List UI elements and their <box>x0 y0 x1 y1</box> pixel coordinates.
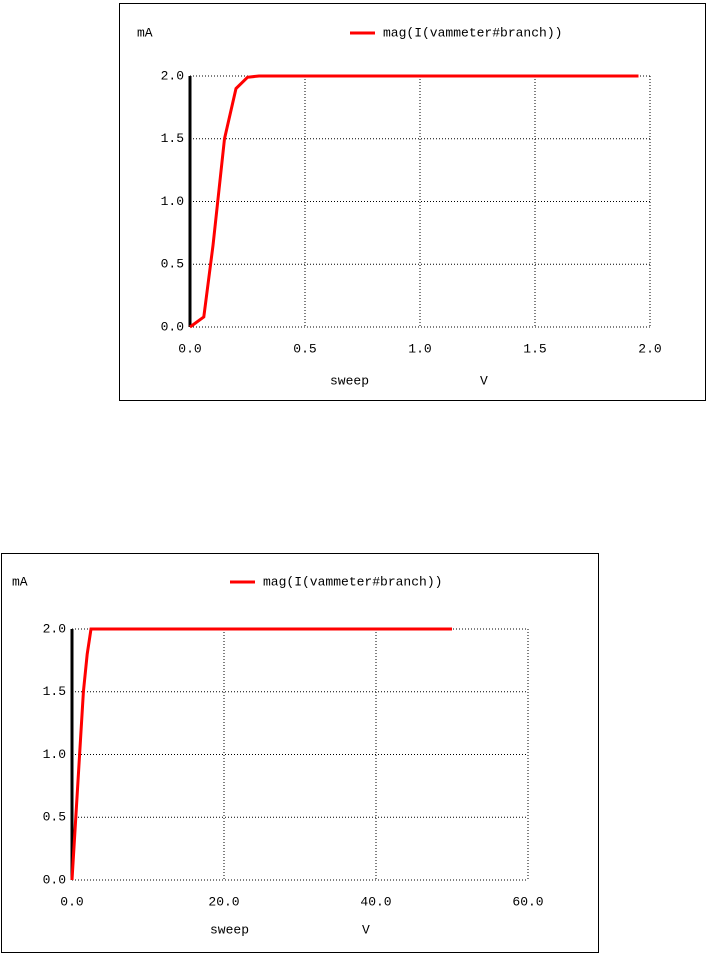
y-tick-label: 0.5 <box>43 810 66 825</box>
x-tick-label: 0.5 <box>293 341 316 356</box>
x-tick-label: 1.5 <box>523 341 546 356</box>
chart-frame <box>1 553 599 953</box>
y-tick-label: 1.0 <box>43 747 66 762</box>
y-tick-label: 1.0 <box>161 194 184 209</box>
x-axis-unit: V <box>362 922 370 937</box>
x-tick-label: 0.0 <box>60 894 83 909</box>
y-tick-label: 1.5 <box>43 684 66 699</box>
y-tick-label: 2.0 <box>43 621 66 636</box>
x-tick-label: 60.0 <box>512 894 543 909</box>
chart-frame <box>119 3 706 401</box>
legend-label: mag(I(vammeter#branch)) <box>263 574 442 589</box>
y-axis-label: mA <box>12 574 28 589</box>
y-tick-label: 2.0 <box>161 68 184 83</box>
data-line <box>70 627 452 881</box>
data-line <box>189 74 639 329</box>
legend-label: mag(I(vammeter#branch)) <box>383 25 562 40</box>
x-tick-label: 20.0 <box>208 894 239 909</box>
x-axis-unit: V <box>480 373 488 388</box>
x-tick-label: 40.0 <box>360 894 391 909</box>
x-tick-label: 1.0 <box>408 341 431 356</box>
y-axis-label: mA <box>137 25 153 40</box>
x-tick-label: 0.0 <box>178 341 201 356</box>
y-tick-label: 0.5 <box>161 257 184 272</box>
y-tick-label: 0.0 <box>161 319 184 334</box>
x-axis-label: sweep <box>210 922 249 937</box>
y-tick-label: 0.0 <box>43 872 66 887</box>
x-tick-label: 2.0 <box>638 341 661 356</box>
x-axis-label: sweep <box>330 373 369 388</box>
y-tick-label: 1.5 <box>161 131 184 146</box>
